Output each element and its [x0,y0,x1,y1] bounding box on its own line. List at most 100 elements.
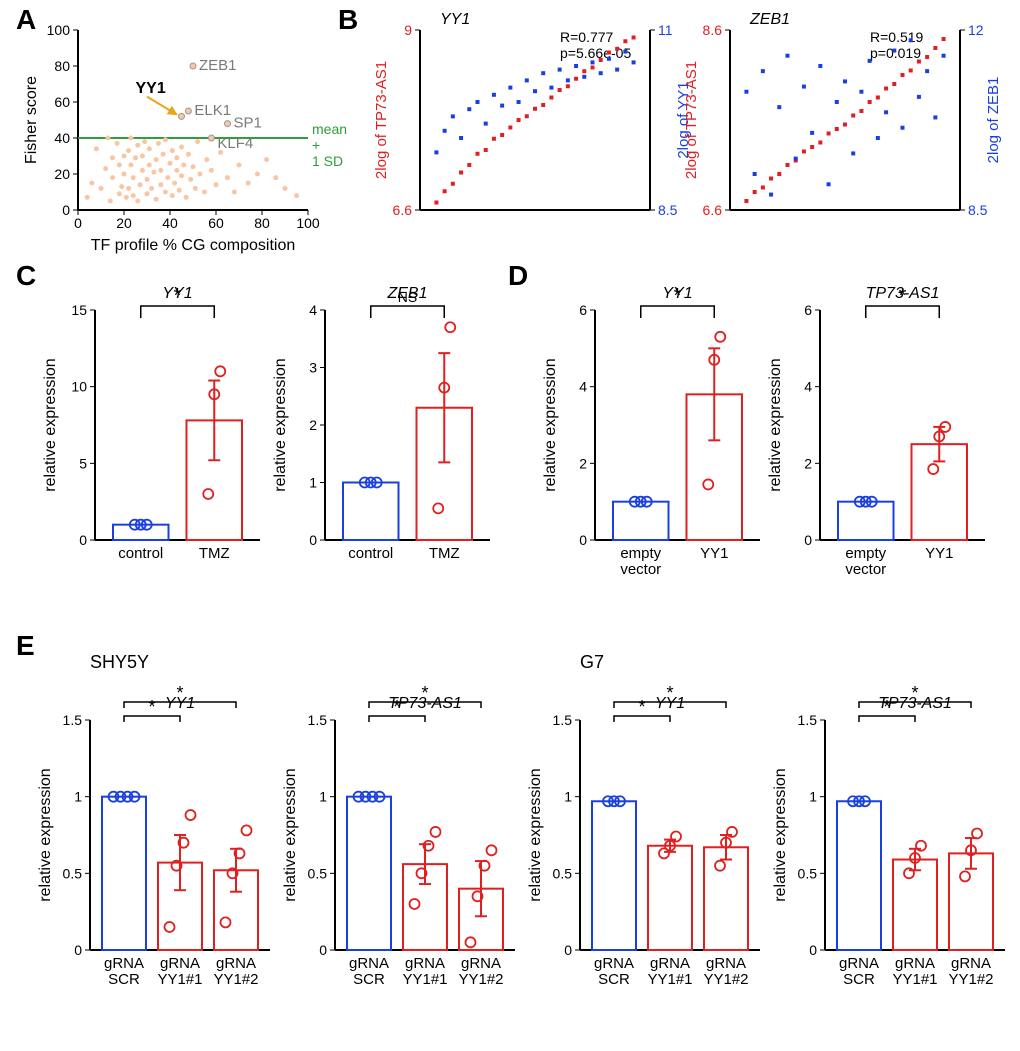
svg-text:gRNA: gRNA [461,955,501,972]
svg-text:100: 100 [47,22,71,38]
svg-text:0.5: 0.5 [63,865,83,881]
svg-text:15: 15 [71,302,87,318]
svg-text:NS: NS [398,289,417,305]
svg-text:1: 1 [809,789,817,805]
bar-chart: 01234relative expressionZEB1controlTMZNS [272,285,490,562]
svg-text:*: * [666,683,673,703]
svg-text:20: 20 [54,166,70,182]
svg-text:p=5.66e-05: p=5.66e-05 [560,45,631,61]
figure-root: A B C D E 020406080100020406080100TF pro… [0,0,1020,1051]
svg-text:+: + [312,137,320,153]
svg-text:G7: G7 [580,652,604,672]
plots-svg: 020406080100020406080100TF profile % CG … [0,0,1020,1051]
svg-text:6.6: 6.6 [393,202,413,218]
svg-text:*: * [883,697,890,717]
svg-text:1: 1 [564,789,572,805]
panel-label-a: A [16,4,36,36]
svg-text:gRNA: gRNA [895,955,935,972]
svg-text:10: 10 [71,379,87,395]
svg-text:8.6: 8.6 [703,22,723,38]
svg-text:gRNA: gRNA [405,955,445,972]
svg-text:TF profile % CG composition: TF profile % CG composition [91,237,296,254]
bar-chart: 0246relative expressionYY1emptyvectorYY1… [542,285,760,578]
svg-text:40: 40 [162,215,178,231]
bar-chart: 00.511.5relative expressionYY1gRNASCRgRN… [37,683,270,988]
svg-text:0: 0 [309,532,317,548]
svg-text:SP1: SP1 [234,115,262,132]
svg-text:20: 20 [116,215,132,231]
svg-text:relative expression: relative expression [772,768,789,901]
svg-text:0: 0 [579,532,587,548]
svg-text:relative expression: relative expression [282,768,299,901]
svg-text:0.5: 0.5 [553,865,573,881]
svg-text:*: * [911,683,918,703]
svg-text:0: 0 [319,942,327,958]
svg-text:gRNA: gRNA [839,955,879,972]
svg-text:relative expression: relative expression [42,358,59,491]
svg-text:11: 11 [658,22,673,38]
svg-text:2: 2 [804,455,812,471]
svg-text:60: 60 [54,94,70,110]
panel-label-e: E [16,630,35,662]
svg-text:gRNA: gRNA [160,955,200,972]
svg-text:gRNA: gRNA [216,955,256,972]
svg-text:YY1: YY1 [136,80,166,97]
svg-text:3: 3 [309,360,317,376]
svg-text:empty: empty [620,545,661,562]
svg-text:YY1: YY1 [440,11,470,28]
svg-text:YY1#2: YY1#2 [458,971,503,988]
svg-text:0: 0 [74,215,82,231]
svg-text:4: 4 [579,379,587,395]
svg-text:8.5: 8.5 [968,202,988,218]
svg-text:80: 80 [254,215,270,231]
svg-text:relative expression: relative expression [527,768,544,901]
svg-text:R=0.777: R=0.777 [560,29,614,45]
svg-text:SCR: SCR [108,971,140,988]
svg-text:8.5: 8.5 [658,202,678,218]
bar-chart: 00.511.5relative expressionTP73-AS1gRNAS… [772,683,1005,988]
svg-text:relative expression: relative expression [272,358,289,491]
svg-text:R=0.519: R=0.519 [870,29,924,45]
bar-chart: 051015relative expressionYY1controlTMZ* [42,285,260,562]
svg-text:empty: empty [845,545,886,562]
svg-text:6.6: 6.6 [703,202,723,218]
svg-text:1.5: 1.5 [553,712,573,728]
panel-a: 020406080100020406080100TF profile % CG … [23,22,347,254]
svg-text:relative expression: relative expression [767,358,784,491]
svg-text:SHY5Y: SHY5Y [90,652,149,672]
svg-text:Fisher score: Fisher score [23,76,40,164]
svg-text:gRNA: gRNA [594,955,634,972]
svg-text:mean: mean [312,121,347,137]
svg-text:YY1: YY1 [700,545,728,562]
svg-text:0: 0 [564,942,572,958]
svg-text:KLF4: KLF4 [217,135,253,152]
svg-text:SCR: SCR [353,971,385,988]
svg-text:*: * [174,285,182,307]
svg-text:gRNA: gRNA [349,955,389,972]
svg-text:SCR: SCR [598,971,630,988]
svg-text:TMZ: TMZ [429,545,460,562]
svg-text:80: 80 [54,58,70,74]
svg-text:2log of TP73-AS1: 2log of TP73-AS1 [373,61,390,179]
svg-text:0: 0 [79,532,87,548]
svg-text:12: 12 [968,22,984,38]
svg-text:1 SD: 1 SD [312,153,343,169]
svg-text:*: * [674,285,682,307]
svg-text:YY1#1: YY1#1 [402,971,447,988]
svg-text:*: * [421,683,428,703]
svg-text:gRNA: gRNA [650,955,690,972]
svg-text:control: control [348,545,393,562]
svg-text:0: 0 [74,942,82,958]
svg-text:100: 100 [296,215,320,231]
svg-text:*: * [148,697,155,717]
svg-text:p=0.019: p=0.019 [870,45,921,61]
svg-text:1: 1 [74,789,82,805]
svg-text:5: 5 [79,455,87,471]
svg-text:gRNA: gRNA [951,955,991,972]
svg-text:ZEB1: ZEB1 [199,57,237,74]
svg-text:vector: vector [620,561,661,578]
svg-text:60: 60 [208,215,224,231]
svg-text:4: 4 [804,379,812,395]
svg-text:SCR: SCR [843,971,875,988]
svg-text:2: 2 [309,417,317,433]
